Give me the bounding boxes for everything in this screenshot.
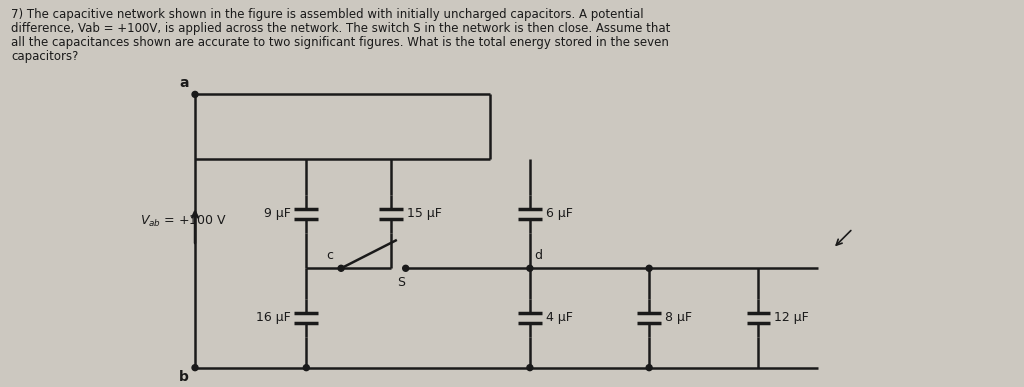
Circle shape bbox=[338, 265, 344, 271]
Circle shape bbox=[646, 265, 652, 271]
Text: b: b bbox=[179, 370, 189, 384]
Text: difference, Vab = +100V, is applied across the network. The switch S in the netw: difference, Vab = +100V, is applied acro… bbox=[11, 22, 671, 35]
Text: d: d bbox=[534, 249, 542, 262]
Circle shape bbox=[402, 265, 409, 271]
Circle shape bbox=[527, 365, 532, 371]
Text: 7) The capacitive network shown in the figure is assembled with initially unchar: 7) The capacitive network shown in the f… bbox=[11, 8, 644, 21]
Text: 8 μF: 8 μF bbox=[665, 312, 692, 324]
Text: 12 μF: 12 μF bbox=[774, 312, 809, 324]
Circle shape bbox=[646, 365, 652, 371]
Circle shape bbox=[193, 91, 198, 98]
Text: a: a bbox=[179, 76, 189, 91]
Circle shape bbox=[303, 365, 309, 371]
Text: 15 μF: 15 μF bbox=[407, 207, 441, 220]
Text: 9 μF: 9 μF bbox=[263, 207, 291, 220]
Text: $V_{ab}$ = +100 V: $V_{ab}$ = +100 V bbox=[140, 214, 227, 229]
Text: S: S bbox=[396, 276, 404, 289]
Text: 4 μF: 4 μF bbox=[546, 312, 572, 324]
Text: 6 μF: 6 μF bbox=[546, 207, 572, 220]
Circle shape bbox=[193, 365, 198, 371]
Text: c: c bbox=[326, 249, 333, 262]
Text: 16 μF: 16 μF bbox=[256, 312, 291, 324]
Text: all the capacitances shown are accurate to two significant figures. What is the : all the capacitances shown are accurate … bbox=[11, 36, 669, 49]
Circle shape bbox=[527, 265, 532, 271]
Text: capacitors?: capacitors? bbox=[11, 50, 79, 63]
